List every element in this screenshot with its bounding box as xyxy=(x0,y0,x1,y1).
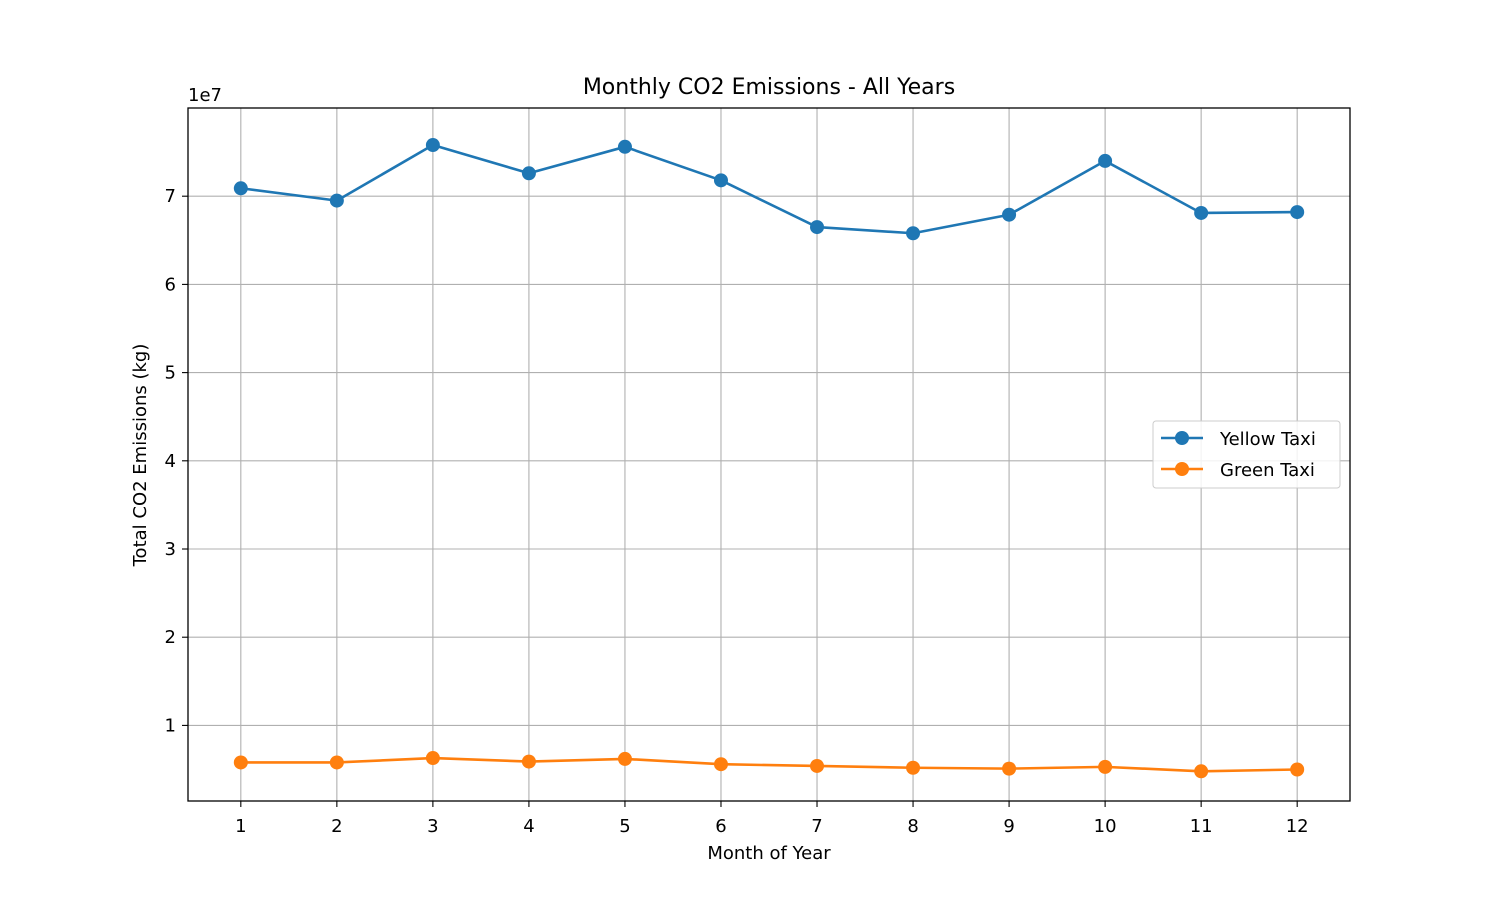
x-tick-label: 1 xyxy=(235,816,246,837)
data-point-yellow-taxi xyxy=(521,166,536,181)
data-point-yellow-taxi xyxy=(713,173,728,188)
y-tick-label: 5 xyxy=(165,363,176,384)
data-point-green-taxi xyxy=(1194,764,1209,779)
data-point-green-taxi xyxy=(906,760,921,775)
x-tick-label: 11 xyxy=(1190,816,1213,837)
y-axis-offset-label: 1e7 xyxy=(188,85,222,106)
legend-marker-yellow-taxi xyxy=(1175,431,1189,445)
legend-marker-green-taxi xyxy=(1175,462,1189,476)
x-tick-label: 9 xyxy=(1003,816,1014,837)
data-point-green-taxi xyxy=(810,758,825,773)
data-point-yellow-taxi xyxy=(233,181,248,196)
series-line-green-taxi xyxy=(240,756,1298,773)
x-tick-label: 8 xyxy=(907,816,918,837)
y-tick-label: 1 xyxy=(165,715,176,736)
chart-title: Monthly CO2 Emissions - All Years xyxy=(583,75,955,100)
data-point-green-taxi xyxy=(233,755,248,770)
data-point-yellow-taxi xyxy=(906,226,921,241)
data-point-green-taxi xyxy=(713,757,728,772)
plot-frame xyxy=(187,107,1351,802)
series-layer xyxy=(233,138,1305,779)
x-tick-label: 10 xyxy=(1094,816,1117,837)
data-point-green-taxi xyxy=(617,751,632,766)
data-point-green-taxi xyxy=(1002,761,1017,776)
data-point-green-taxi xyxy=(521,754,536,769)
y-tick-label: 3 xyxy=(165,539,176,560)
data-point-green-taxi xyxy=(425,751,440,766)
x-tick-label: 4 xyxy=(523,816,534,837)
legend: Yellow Taxi Green Taxi xyxy=(1152,420,1341,489)
x-tick-label: 2 xyxy=(331,816,342,837)
x-tick-label: 6 xyxy=(715,816,726,837)
x-tick-label: 3 xyxy=(427,816,438,837)
data-point-yellow-taxi xyxy=(810,220,825,235)
y-axis-label: Total CO2 Emissions (kg) xyxy=(130,344,151,568)
data-point-yellow-taxi xyxy=(1002,207,1017,222)
data-point-yellow-taxi xyxy=(1290,205,1305,220)
data-point-yellow-taxi xyxy=(425,138,440,153)
y-tick-label: 4 xyxy=(165,451,176,472)
x-tick-label: 5 xyxy=(619,816,630,837)
x-tick-label: 12 xyxy=(1286,816,1309,837)
y-tick-label: 2 xyxy=(165,627,176,648)
x-axis-label: Month of Year xyxy=(707,843,831,864)
data-point-yellow-taxi xyxy=(1098,153,1113,168)
series-line-yellow-taxi xyxy=(240,143,1298,235)
data-point-green-taxi xyxy=(1290,762,1305,777)
x-tick-label: 7 xyxy=(811,816,822,837)
data-point-green-taxi xyxy=(1098,759,1113,774)
data-point-yellow-taxi xyxy=(1194,205,1209,220)
data-point-green-taxi xyxy=(329,755,344,770)
y-tick-label: 6 xyxy=(165,274,176,295)
legend-label-green-taxi: Green Taxi xyxy=(1220,460,1315,481)
data-point-yellow-taxi xyxy=(329,193,344,208)
y-tick-label: 7 xyxy=(165,186,176,207)
data-point-yellow-taxi xyxy=(617,139,632,154)
legend-label-yellow-taxi: Yellow Taxi xyxy=(1219,429,1316,450)
